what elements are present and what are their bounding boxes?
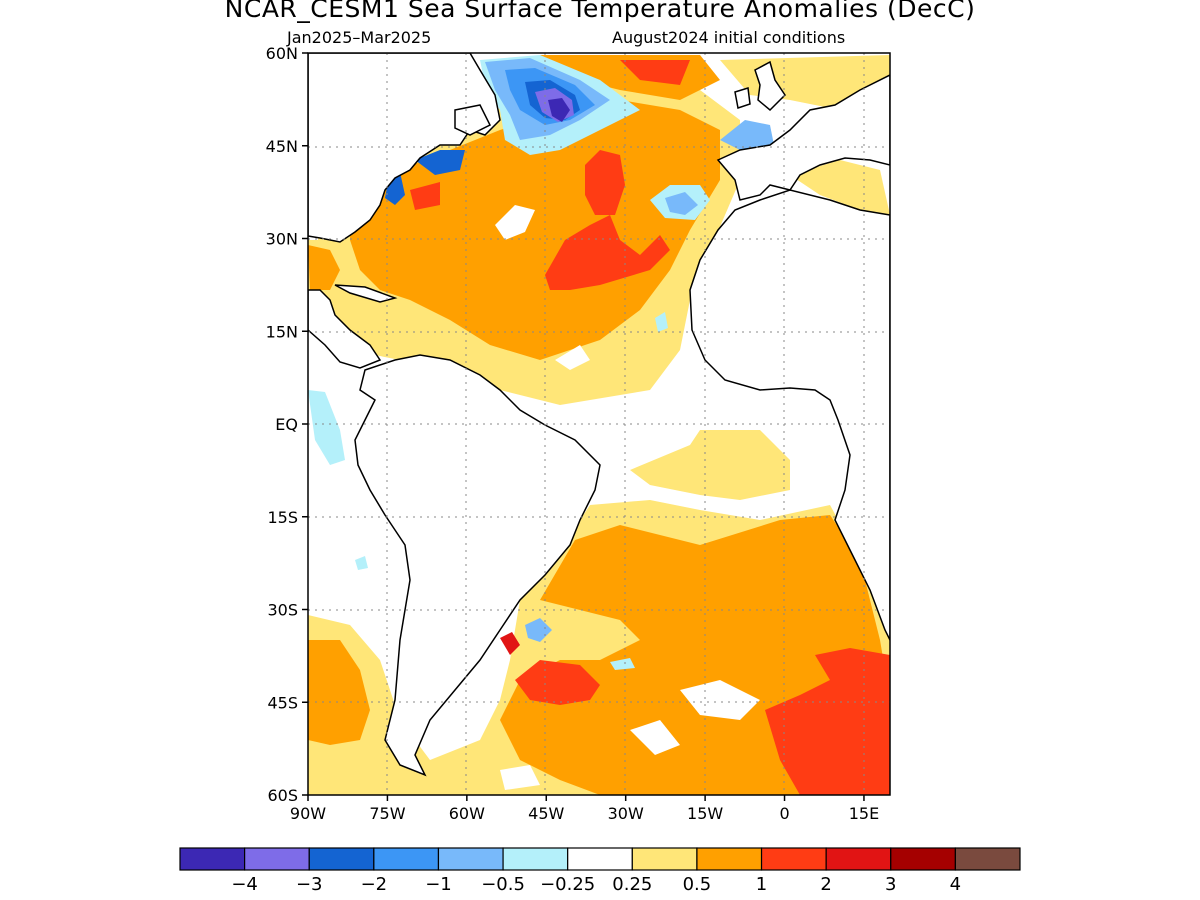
- colorbar-label: 1: [756, 874, 767, 895]
- anomaly-region-labrador-core-3: [548, 98, 570, 122]
- colorbar-swatch: [179, 847, 246, 871]
- colorbar-label: −0.25: [540, 874, 595, 895]
- colorbar-swatch: [567, 847, 633, 871]
- lon-tick-label: 60W: [449, 804, 485, 823]
- colorbar-swatch: [954, 847, 1021, 871]
- colorbar-swatch: [760, 847, 827, 871]
- lat-tick-label: 45N: [266, 137, 298, 156]
- colorbar-label: −4: [231, 874, 258, 895]
- anomaly-region-cape-hatteras-cool: [385, 172, 405, 205]
- colorbar-swatch: [437, 847, 504, 871]
- land-mexico-central-america: [308, 289, 382, 369]
- anomaly-region-nova-scotia-cool: [415, 150, 465, 175]
- colorbar-swatch: [502, 847, 569, 871]
- anomaly-region-se-atlantic-hotspot: [765, 648, 890, 795]
- lat-tick-label: 60N: [266, 44, 298, 63]
- anomaly-region-south-cool: [610, 658, 635, 670]
- lon-tick-label: 15E: [849, 804, 879, 823]
- longitude-axis: 90W 75W 60W 45W 30W 15W 0 15E: [290, 795, 879, 823]
- lon-tick-label: 75W: [369, 804, 405, 823]
- colorbar-label: −3: [296, 874, 323, 895]
- land-newfoundland: [454, 104, 492, 136]
- colorbar-label: 0.5: [683, 874, 712, 895]
- lat-tick-label: 45S: [267, 693, 298, 712]
- land-south-america: [354, 354, 601, 777]
- forecast-period: Jan2025–Mar2025: [287, 28, 432, 47]
- anomaly-region-south-hotspot: [515, 660, 600, 705]
- colorbar-label: 3: [885, 874, 896, 895]
- lat-tick-label: EQ: [275, 415, 298, 434]
- lat-tick-label: 60S: [267, 786, 298, 805]
- neutral-region-5: [500, 765, 540, 790]
- initial-conditions: August2024 initial conditions: [612, 28, 846, 47]
- latitude-axis: 60N 45N 30N 15N EQ 15S 30S 45S 60S: [266, 44, 308, 805]
- colorbar-swatch: [244, 847, 310, 871]
- land-africa: [689, 189, 890, 641]
- sst-anomaly-field: [308, 53, 890, 795]
- lon-tick-label: 30W: [608, 804, 644, 823]
- neutral-region-1: [495, 205, 535, 240]
- anomaly-region-argentina-warm: [500, 632, 520, 655]
- colorbar-label: 2: [820, 874, 831, 895]
- color-legend: −4 −3 −2 −1 −0.5 −0.25 0.25 0.5 1 2 3 4: [179, 847, 1021, 895]
- anomaly-region-gulf-warm: [308, 245, 340, 290]
- anomaly-region-northern-hotspot: [620, 60, 690, 85]
- colorbar-swatch: [696, 847, 763, 871]
- colorbar-label: −2: [361, 874, 388, 895]
- map-title: NCAR_CESM1 Sea Surface Temperature Anoma…: [224, 0, 976, 23]
- lat-tick-label: 15N: [266, 322, 298, 341]
- lon-tick-label: 15W: [687, 804, 723, 823]
- anomaly-region-central-hotspot: [585, 150, 625, 215]
- anomaly-region-small-cool: [655, 312, 668, 332]
- colorbar-swatch: [890, 847, 956, 871]
- colorbar-label: −1: [425, 874, 452, 895]
- colorbar-label: −0.5: [481, 874, 525, 895]
- lat-tick-label: 30N: [266, 230, 298, 249]
- lon-tick-label: 90W: [290, 804, 326, 823]
- anomaly-region-coastal-hotspot: [410, 182, 440, 210]
- neutral-region-4: [630, 720, 680, 755]
- colorbar-label: 4: [950, 874, 961, 895]
- anomaly-region-midatlantic-hotspot: [545, 215, 670, 290]
- anomaly-region-eq-atlantic: [630, 430, 790, 500]
- land-north-america: [308, 53, 501, 243]
- land-iberia-europe: [716, 74, 890, 201]
- anomaly-region-se-pacific: [308, 640, 370, 745]
- anomaly-region-mediterranean: [790, 160, 890, 215]
- anomaly-region-pacific-cool-2: [355, 556, 368, 570]
- neutral-region-3: [680, 680, 760, 720]
- lat-tick-label: 15S: [267, 508, 298, 527]
- colorbar-swatch: [308, 847, 375, 871]
- colorbar-swatch: [825, 847, 892, 871]
- colorbar-swatch: [631, 847, 698, 871]
- anomaly-region-pacific-cool: [308, 390, 345, 465]
- land-british-isles: [754, 60, 786, 112]
- land-ireland: [734, 87, 751, 109]
- lat-tick-label: 30S: [267, 601, 298, 620]
- colorbar-swatch: [373, 847, 440, 871]
- anomaly-region-iberia-cool-2: [665, 192, 698, 215]
- colorbar-label: 0.25: [612, 874, 652, 895]
- neutral-region-2: [555, 345, 590, 370]
- lon-tick-label: 45W: [528, 804, 564, 823]
- graticule: [308, 53, 890, 795]
- lon-tick-label: 0: [779, 804, 789, 823]
